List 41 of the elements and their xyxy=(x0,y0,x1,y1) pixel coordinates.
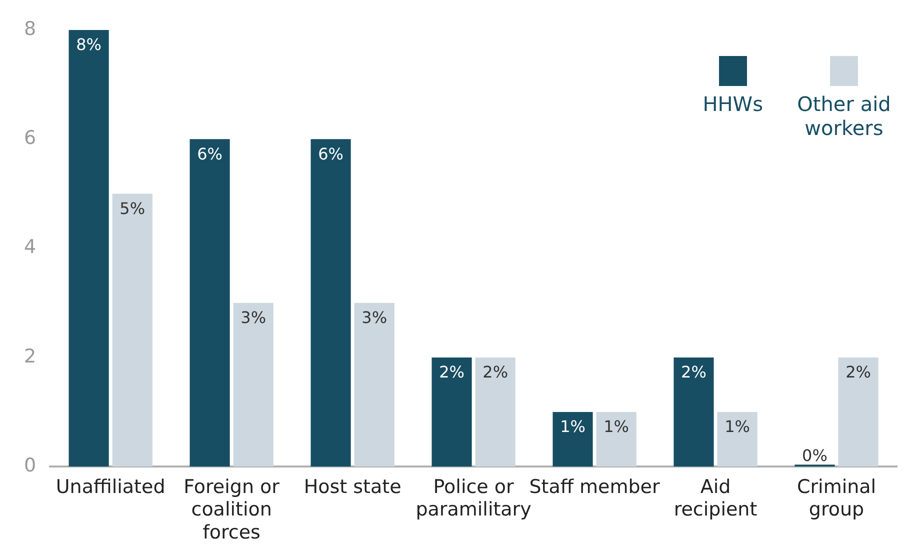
x-tick-label: Police or paramilitary xyxy=(416,476,532,521)
y-tick-label: 0 xyxy=(24,454,36,477)
data-label: 2% xyxy=(482,362,508,382)
data-label: 8% xyxy=(76,35,102,54)
legend-label: Other aid workers xyxy=(796,92,892,140)
bar xyxy=(838,357,878,467)
x-tick-label: Foreign or coalition forces xyxy=(184,476,280,544)
bar xyxy=(68,30,109,467)
y-tick-label: 6 xyxy=(24,127,36,150)
legend-label: HHWs xyxy=(702,92,763,116)
x-tick-label: Host state xyxy=(304,476,402,498)
x-tick-label: Criminal group xyxy=(796,476,876,521)
data-label: 6% xyxy=(197,144,222,164)
bar xyxy=(310,139,351,467)
data-label: 1% xyxy=(604,417,630,436)
bar xyxy=(190,139,230,467)
data-label: 5% xyxy=(120,198,146,218)
x-tick-label: Unaffiliated xyxy=(56,476,166,498)
bar xyxy=(432,357,472,467)
data-label: 0% xyxy=(802,446,828,465)
data-label: 1% xyxy=(560,417,586,436)
y-tick-label: 4 xyxy=(24,236,36,258)
data-label: 1% xyxy=(724,417,750,436)
x-tick-label: Staff member xyxy=(529,476,660,498)
data-label: 3% xyxy=(362,308,388,328)
x-tick-label: Aid recipient xyxy=(674,476,758,521)
bar xyxy=(717,412,758,467)
bar xyxy=(354,302,394,467)
bar xyxy=(233,302,274,467)
bar xyxy=(596,412,636,467)
data-label: 3% xyxy=(240,308,266,328)
data-label: 2% xyxy=(846,362,871,382)
y-tick-label: 8 xyxy=(24,18,36,40)
bar xyxy=(674,357,714,467)
bar xyxy=(475,357,516,467)
bar xyxy=(112,194,152,467)
y-tick-label: 2 xyxy=(24,345,36,368)
bar xyxy=(552,412,593,467)
data-label: 2% xyxy=(439,362,464,382)
data-label: 2% xyxy=(681,362,706,382)
data-label: 6% xyxy=(318,144,344,164)
